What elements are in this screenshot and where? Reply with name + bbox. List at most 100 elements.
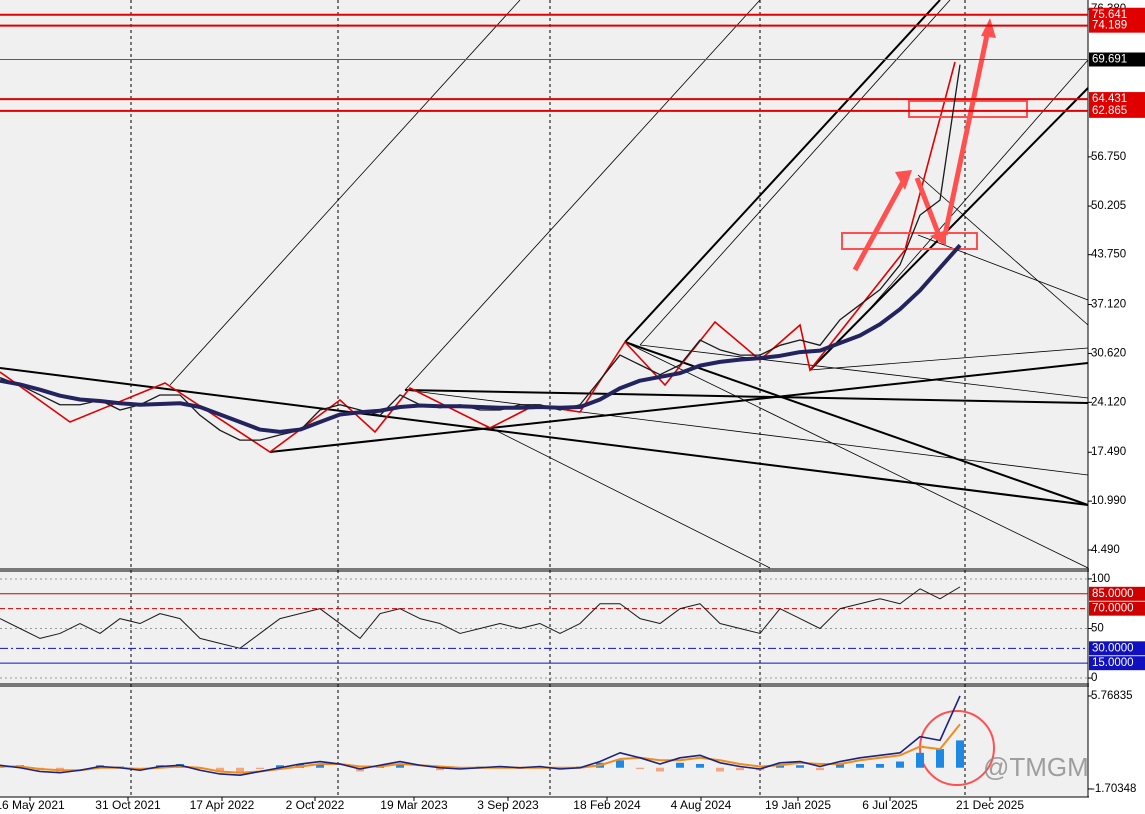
- level-label-bg: [1089, 656, 1145, 671]
- bar: [256, 767, 264, 769]
- trend-line: [404, 389, 1089, 476]
- bar: [876, 764, 884, 768]
- watermark: @TMGM: [983, 752, 1089, 782]
- trend-line: [809, 347, 1089, 371]
- y-tick-label: 50: [1091, 623, 1104, 635]
- trend-line: [169, 0, 521, 386]
- bar: [796, 765, 804, 768]
- level-label-bg: [1089, 7, 1145, 22]
- bar: [276, 765, 284, 768]
- x-tick-label: 3 Sep 2023: [477, 798, 539, 812]
- zone-box: [841, 232, 978, 250]
- x-tick-label: 19 Jan 2025: [765, 798, 831, 812]
- arrow: [852, 176, 908, 272]
- trend-line: [404, 389, 1089, 404]
- x-tick-label: 21 Dec 2025: [956, 798, 1024, 812]
- bar: [896, 761, 904, 768]
- trend-line: [624, 341, 1089, 569]
- axis-background: [1089, 0, 1145, 814]
- bar: [616, 760, 624, 768]
- level-label-bg: [1089, 586, 1145, 601]
- x-tick-label: 18 Feb 2024: [573, 798, 641, 812]
- level-label-bg: [1089, 641, 1145, 656]
- y-tick-label: 100: [1091, 573, 1110, 585]
- plot-background: [0, 0, 1088, 797]
- bar: [936, 749, 944, 768]
- bar: [676, 762, 684, 768]
- level-label: 74.189: [1092, 20, 1127, 32]
- level-label-bg: [1089, 92, 1145, 107]
- bar: [216, 767, 224, 772]
- y-tick-label: 17.490: [1091, 446, 1126, 458]
- trend-line: [639, 344, 1089, 399]
- y-tick-label: 50.205: [1091, 200, 1126, 212]
- y-tick-label: 10.990: [1091, 495, 1126, 507]
- level-label-bg: [1089, 601, 1145, 616]
- bar: [956, 740, 964, 768]
- level-label: 15.0000: [1092, 657, 1134, 669]
- bar: [656, 767, 664, 772]
- y-tick-label: 0: [1091, 672, 1097, 684]
- bar: [856, 764, 864, 768]
- trend-line: [0, 367, 1089, 506]
- x-tick-label: 6 Jul 2025: [862, 798, 918, 812]
- series-line: [0, 695, 961, 777]
- x-tick-label: 31 Oct 2021: [95, 798, 161, 812]
- y-tick-label: 30.620: [1091, 347, 1126, 359]
- level-label: 70.0000: [1092, 603, 1134, 615]
- x-tick-label: 16 May 2021: [0, 798, 65, 812]
- bar: [916, 752, 924, 768]
- bar: [816, 767, 824, 771]
- bar: [716, 767, 724, 772]
- bar: [316, 764, 324, 768]
- trend-line: [917, 234, 1089, 301]
- bar: [236, 767, 244, 773]
- axis-background: [0, 798, 1088, 814]
- x-tick-label: 4 Aug 2024: [671, 798, 732, 812]
- x-tick-label: 2 Oct 2022: [286, 798, 345, 812]
- level-label-bg: [1089, 52, 1145, 67]
- arrowhead: [895, 170, 912, 190]
- y-tick-label: 37.120: [1091, 299, 1126, 311]
- bar: [396, 764, 404, 768]
- series-line: [0, 586, 961, 649]
- bar: [636, 767, 644, 769]
- trend-line: [917, 174, 1089, 326]
- y-tick-label: 56.750: [1091, 151, 1126, 163]
- arrowhead: [930, 230, 946, 246]
- trend-line: [859, 59, 1089, 321]
- trend-line: [484, 424, 771, 569]
- x-tick-label: 19 Mar 2023: [380, 798, 448, 812]
- trend-lines: [0, 0, 1089, 569]
- bar: [696, 764, 704, 768]
- trend-line: [404, 0, 761, 391]
- trend-line: [624, 0, 941, 343]
- trend-line: [624, 341, 1089, 506]
- series-line: [0, 64, 961, 441]
- level-label: 85.0000: [1092, 588, 1134, 600]
- y-tick-label: -1.70348: [1091, 783, 1136, 795]
- y-tick-label: 43.750: [1091, 249, 1126, 261]
- level-label: 75.641: [1092, 9, 1127, 21]
- y-tick-label: 5.76835: [1091, 690, 1133, 702]
- level-label: 69.691: [1092, 54, 1127, 66]
- bar: [436, 767, 444, 771]
- level-label-bg: [1089, 18, 1145, 33]
- bar: [836, 764, 844, 768]
- level-label: 64.431: [1092, 93, 1127, 105]
- trend-line: [639, 0, 951, 346]
- series-line: [0, 243, 962, 434]
- bar: [736, 767, 744, 771]
- level-label: 62.865: [1092, 105, 1127, 117]
- arrow: [942, 29, 991, 236]
- arrowhead: [981, 18, 996, 38]
- level-label-bg: [1089, 103, 1145, 118]
- y-tick-label: 4.490: [1091, 544, 1120, 556]
- level-label: 30.0000: [1092, 642, 1134, 654]
- highlight-circle: [919, 710, 995, 786]
- annotations: [841, 18, 1028, 786]
- trend-line: [269, 362, 1089, 453]
- x-tick-label: 17 Apr 2022: [190, 798, 255, 812]
